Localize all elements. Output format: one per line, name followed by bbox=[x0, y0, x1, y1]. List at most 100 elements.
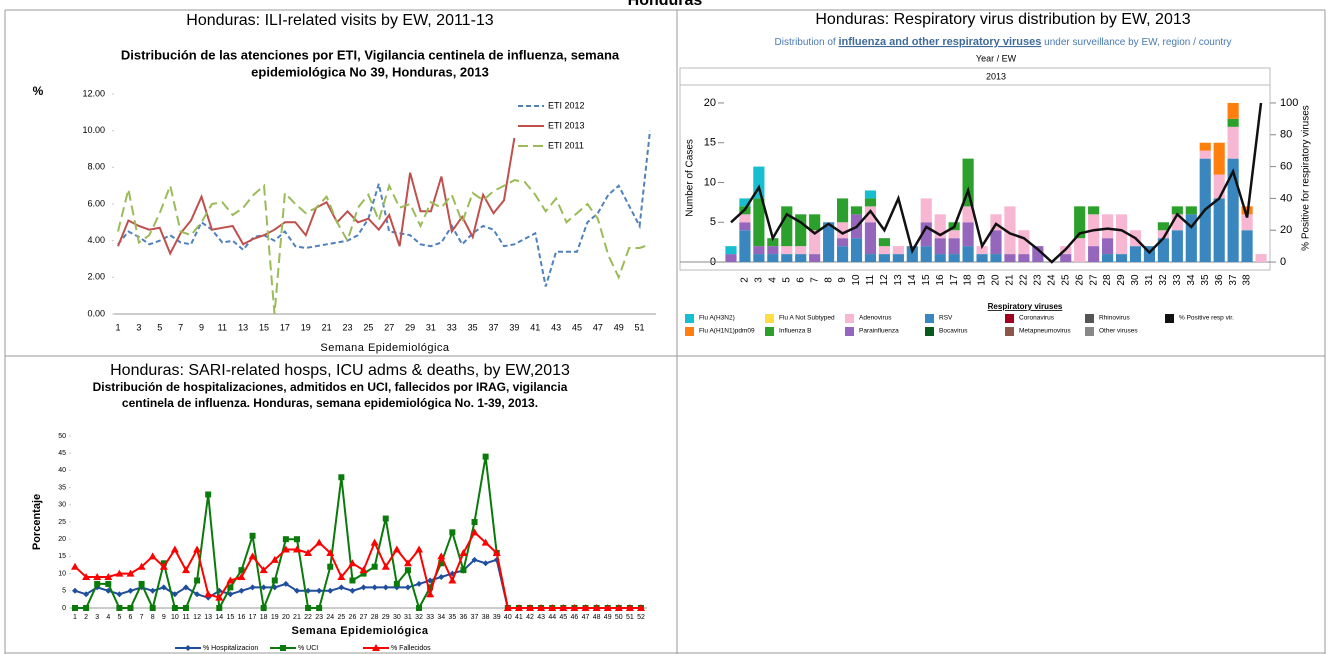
legend-swatch bbox=[765, 314, 774, 323]
bar-segment bbox=[1227, 158, 1239, 263]
legend-swatch bbox=[925, 327, 934, 336]
bar-segment bbox=[990, 230, 1002, 255]
bar-segment bbox=[1213, 198, 1225, 263]
marker bbox=[280, 645, 286, 651]
marker bbox=[482, 560, 489, 567]
bar-segment bbox=[934, 238, 946, 255]
marker bbox=[105, 580, 112, 587]
legend-label: Flu A(H3N2) bbox=[699, 315, 735, 322]
bar-segment bbox=[1102, 254, 1114, 263]
x-tick-label: 31 bbox=[404, 614, 412, 621]
x-tick-label: 16 bbox=[935, 274, 946, 286]
legend-label: Bocavirus bbox=[939, 328, 968, 335]
marker bbox=[404, 567, 411, 574]
bar-segment bbox=[767, 254, 779, 263]
marker bbox=[371, 563, 378, 570]
x-tick-label: 50 bbox=[615, 614, 623, 621]
marker bbox=[204, 590, 213, 598]
marker bbox=[437, 552, 446, 560]
x-tick-label: 1 bbox=[115, 322, 120, 332]
y-tick-label: 0.00 bbox=[87, 308, 105, 318]
bar-segment bbox=[1060, 254, 1072, 263]
marker bbox=[82, 573, 91, 581]
x-tick-label: 36 bbox=[460, 614, 468, 621]
bar-segment bbox=[1157, 230, 1169, 239]
bar-segment bbox=[892, 254, 904, 263]
bar-segment bbox=[864, 222, 877, 255]
bar-segment bbox=[836, 238, 849, 247]
legend-label: Coronavirus bbox=[1019, 315, 1055, 322]
marker bbox=[403, 559, 412, 567]
y-tick-label: 10 bbox=[704, 176, 716, 188]
panel-title: Honduras: ILI-related visits by EW, 2011… bbox=[186, 12, 494, 29]
x-tick-label: 9 bbox=[199, 322, 204, 332]
x-tick-label: 12 bbox=[879, 274, 890, 286]
x-tick-label: 14 bbox=[215, 614, 223, 621]
x-tick-label: 5 bbox=[157, 322, 162, 332]
bar-segment bbox=[1171, 230, 1183, 263]
x-tick-label: 40 bbox=[504, 614, 512, 621]
bar-segment bbox=[1004, 206, 1016, 255]
bar-segment bbox=[781, 246, 793, 255]
bar-segment bbox=[836, 198, 849, 223]
legend-swatch bbox=[845, 314, 854, 323]
bar-segment bbox=[1241, 230, 1253, 263]
bar-segment bbox=[878, 254, 890, 263]
y-tick-label: 25 bbox=[58, 519, 66, 526]
bar-segment bbox=[1157, 222, 1169, 231]
marker bbox=[371, 584, 378, 591]
marker bbox=[526, 604, 535, 611]
x-tick-label: 10 bbox=[851, 274, 862, 286]
marker bbox=[292, 545, 301, 553]
marker bbox=[260, 605, 267, 611]
marker bbox=[637, 604, 645, 611]
marker bbox=[282, 580, 289, 587]
x-tick-label: 39 bbox=[493, 614, 501, 621]
marker bbox=[127, 605, 134, 611]
x-tick-label: 16 bbox=[238, 614, 246, 621]
series-line bbox=[730, 102, 1263, 264]
marker bbox=[338, 474, 345, 481]
x-tick-label: 31 bbox=[1144, 274, 1155, 286]
marker bbox=[471, 519, 478, 525]
x-tick-label: 27 bbox=[1088, 274, 1099, 286]
x-tick-label: 3 bbox=[754, 277, 765, 283]
y2-tick-label: 0 bbox=[1280, 256, 1286, 268]
bar-segment bbox=[753, 254, 765, 263]
marker bbox=[470, 528, 479, 536]
marker bbox=[127, 587, 134, 594]
x-tick-label: 24 bbox=[326, 614, 334, 621]
marker bbox=[438, 574, 445, 581]
x-tick-label: 24 bbox=[1046, 274, 1057, 286]
x-tick-label: 26 bbox=[349, 614, 357, 621]
marker bbox=[293, 536, 300, 543]
subtitle-part: Distribution of bbox=[775, 37, 839, 48]
legend-label: ETI 2011 bbox=[548, 140, 584, 150]
marker bbox=[93, 573, 102, 581]
y-tick-label: 0 bbox=[62, 605, 66, 612]
marker bbox=[316, 605, 323, 611]
x-header: Year / EW bbox=[976, 53, 1017, 63]
y-tick-label: 45 bbox=[58, 450, 66, 457]
bar-segment bbox=[1115, 214, 1128, 255]
marker bbox=[238, 587, 245, 594]
x-tick-label: 49 bbox=[604, 614, 612, 621]
bar-segment bbox=[920, 198, 932, 223]
marker bbox=[503, 604, 512, 611]
marker bbox=[271, 577, 278, 584]
bar-segment bbox=[878, 238, 890, 247]
y-tick-label: 5 bbox=[710, 216, 716, 228]
bar-segment bbox=[739, 222, 751, 231]
marker bbox=[326, 548, 335, 556]
y-tick-label: 6.00 bbox=[87, 198, 105, 208]
bar-segment bbox=[850, 206, 863, 215]
plot-frame bbox=[679, 84, 1271, 271]
x-tick-label: 25 bbox=[337, 614, 345, 621]
marker bbox=[448, 576, 457, 584]
marker bbox=[327, 563, 334, 570]
bar-segment bbox=[864, 206, 877, 223]
y-tick-label: 8.00 bbox=[87, 162, 105, 172]
bar-segment bbox=[809, 230, 821, 255]
